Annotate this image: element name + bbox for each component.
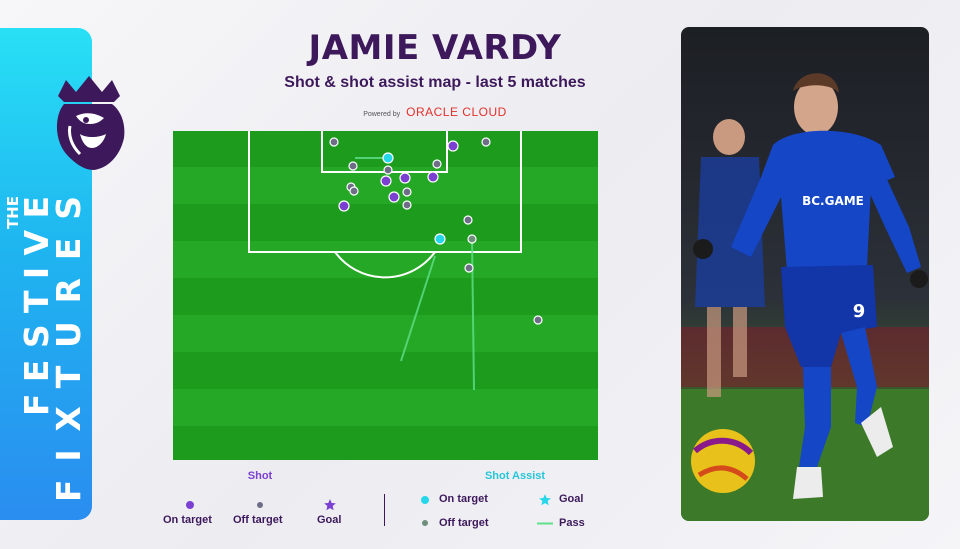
- legend-assist-on-target: On target: [439, 493, 488, 505]
- shot-off-target: [481, 137, 491, 147]
- sponsor-line: Powered by ORACLE CLOUD: [300, 105, 570, 119]
- shot-off-target: [329, 137, 339, 147]
- legend-assist-off-target: Off target: [439, 517, 489, 529]
- shirt-sponsor: BC.GAME: [802, 194, 864, 208]
- festive-fixtures-wordmark: THE FESTIVE FIXTURES: [4, 176, 88, 506]
- festive-fixtures-banner: THE FESTIVE FIXTURES: [0, 28, 125, 520]
- brand-line-the: THE: [4, 196, 22, 229]
- legend-pass-line: [537, 522, 553, 525]
- shot-off-target: [432, 159, 442, 169]
- shot-on-target: [338, 200, 350, 212]
- powered-by-label: Powered by: [363, 111, 401, 118]
- shot-off-target: [349, 186, 359, 196]
- legend-shot-goal: Goal: [317, 514, 342, 526]
- shot-off-target: [348, 161, 358, 171]
- shot-on-target: [427, 171, 439, 183]
- shot-on-target: [447, 140, 459, 152]
- page-subtitle: Shot & shot assist map - last 5 matches: [284, 74, 586, 91]
- legend-shot-heading: Shot: [247, 470, 273, 482]
- shot-off-target: [463, 215, 473, 225]
- shot-map-pitch: [173, 131, 598, 460]
- legend-assist-goal: Goal: [559, 493, 584, 505]
- assist-pass: [400, 255, 436, 362]
- legend-shot-off-target-marker: [257, 502, 263, 508]
- shot-off-target: [533, 315, 543, 325]
- shot-off-target: [383, 165, 393, 175]
- legend-assist-heading: Shot Assist: [484, 470, 546, 482]
- shot-off-target: [464, 263, 474, 273]
- legend-shot-off-target: Off target: [233, 514, 283, 526]
- page-title: JAMIE VARDY: [308, 28, 562, 68]
- shot-off-target: [402, 187, 412, 197]
- shot-on-target: [380, 175, 392, 187]
- player-photo: BC.GAME 9: [681, 27, 929, 521]
- shorts-number: 9: [853, 301, 866, 322]
- star-icon: [324, 499, 336, 511]
- brand-line-festive: FESTIVE: [17, 196, 56, 416]
- assist-on-target: [434, 233, 446, 245]
- assist-off-target: [467, 234, 477, 244]
- shot-off-target: [402, 200, 412, 210]
- assist-pass: [471, 238, 475, 391]
- shot-on-target: [399, 172, 411, 184]
- legend-assist-off-target-marker: [422, 520, 428, 526]
- sponsor-logo-text: ORACLE CLOUD: [406, 105, 507, 119]
- legend-assist-pass: Pass: [559, 517, 585, 529]
- penalty-arc: [334, 251, 436, 279]
- star-icon: [539, 494, 551, 506]
- legend-shot-on-target-marker: [186, 501, 194, 509]
- shot-on-target: [388, 191, 400, 203]
- map-legend: Shot Shot Assist On target Off target Go…: [150, 462, 620, 542]
- legend-shot-on-target: On target: [163, 514, 212, 526]
- legend-assist-on-target-marker: [421, 496, 429, 504]
- assist-on-target: [382, 152, 394, 164]
- penalty-box: [248, 131, 522, 253]
- legend-divider: [384, 494, 385, 526]
- lion-crest-icon: [50, 76, 128, 172]
- glove-icon: [693, 239, 713, 259]
